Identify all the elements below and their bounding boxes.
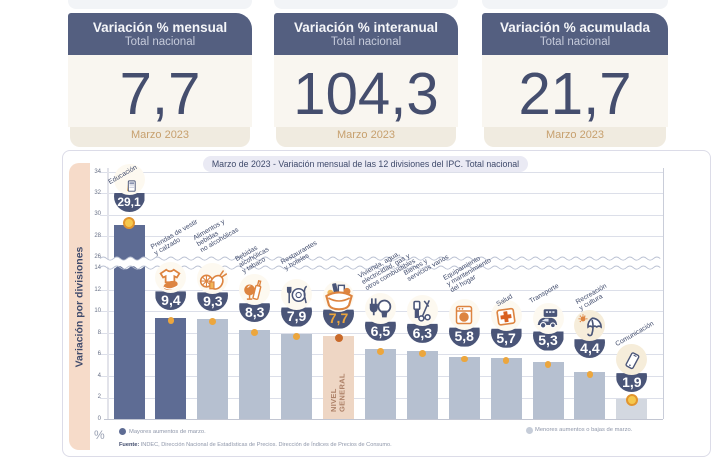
svg-text:GENERAL: GENERAL bbox=[338, 373, 347, 412]
svg-text:NIVEL: NIVEL bbox=[329, 388, 338, 412]
